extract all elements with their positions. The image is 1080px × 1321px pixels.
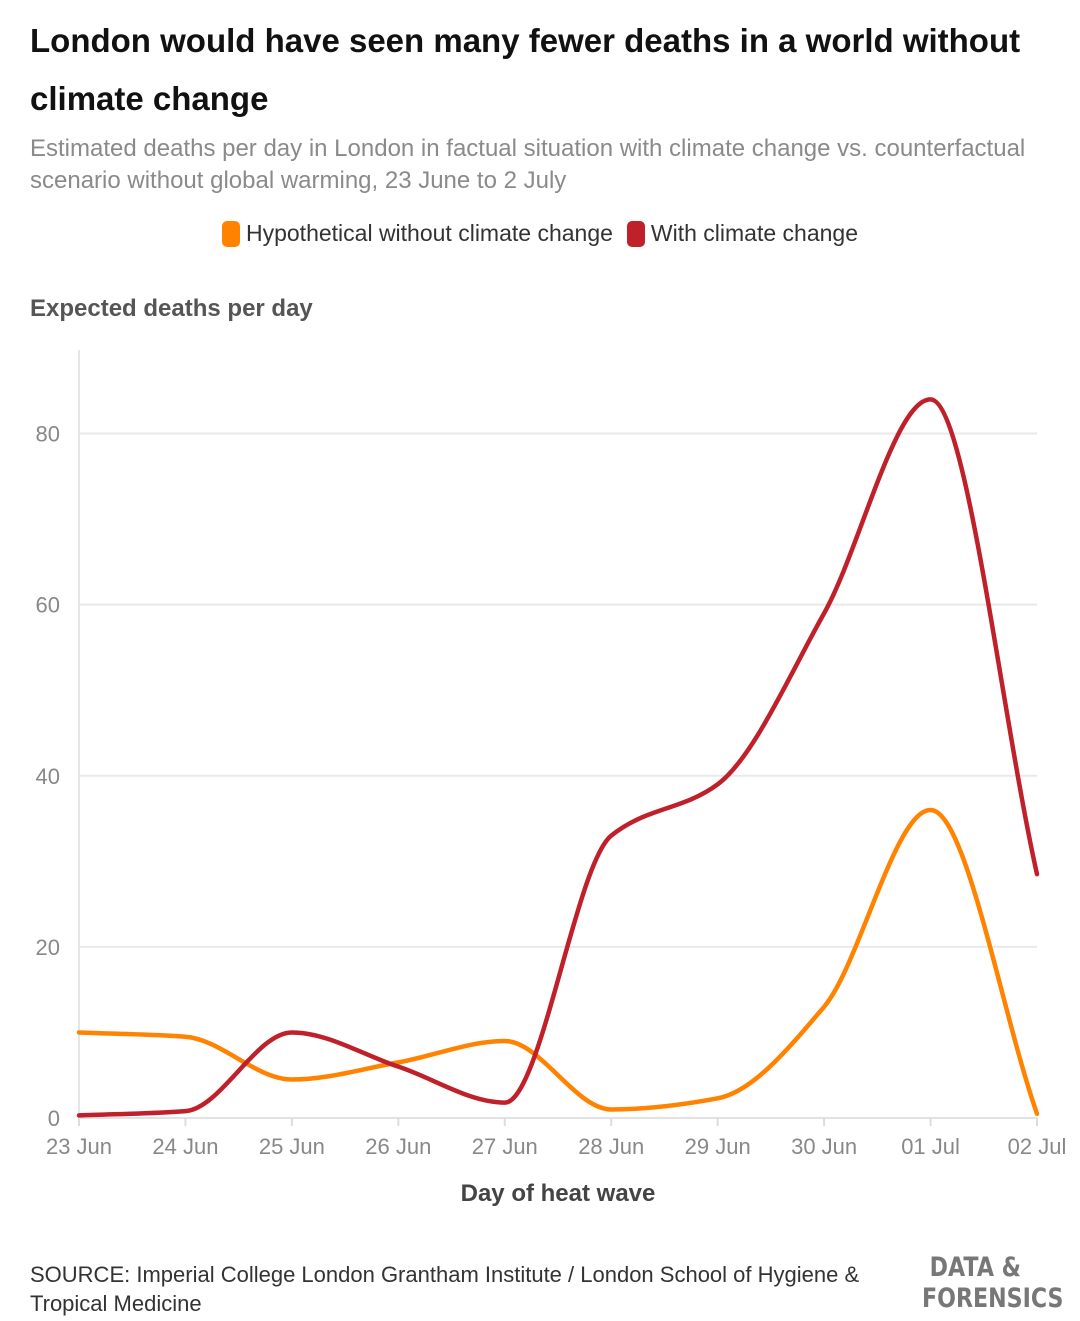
x-tick-label: 23 Jun bbox=[46, 1134, 112, 1159]
chart-title: London would have seen many fewer deaths… bbox=[30, 22, 1021, 117]
y-tick-label: 80 bbox=[36, 422, 60, 447]
x-tick-label: 26 Jun bbox=[365, 1134, 431, 1159]
logo-line-1: DATA & bbox=[929, 1252, 1021, 1283]
legend-label-with-climate: With climate change bbox=[650, 220, 858, 246]
x-axis-label: Day of heat wave bbox=[460, 1180, 656, 1207]
x-tick-label: 25 Jun bbox=[259, 1134, 325, 1159]
legend-label-hypothetical: Hypothetical without climate change bbox=[245, 220, 613, 246]
legend-swatch-with-climate bbox=[626, 220, 645, 247]
source-note: SOURCE: Imperial College London Grantham… bbox=[30, 1262, 860, 1316]
y-tick-label: 20 bbox=[36, 935, 60, 960]
x-tick-label: 24 Jun bbox=[152, 1134, 218, 1159]
chart-subtitle: Estimated deaths per day in London in fa… bbox=[30, 135, 1026, 194]
x-tick-label: 02 Jul bbox=[1008, 1134, 1067, 1159]
series-line-with-climate bbox=[76, 397, 1040, 1118]
x-tick-label: 28 Jun bbox=[578, 1134, 644, 1159]
x-tick-label: 29 Jun bbox=[685, 1134, 751, 1159]
y-tick-label: 40 bbox=[36, 764, 60, 789]
legend-swatch-hypothetical bbox=[221, 220, 240, 247]
y-tick-label: 0 bbox=[48, 1106, 60, 1131]
x-tick-label: 01 Jul bbox=[901, 1134, 960, 1159]
line-chart: 0 20 40 60 80 23 Jun 24 Jun 25 Jun 26 Jun 27 Jun 2… bbox=[36, 350, 1067, 1159]
series-line-hypothetical bbox=[76, 807, 1040, 1116]
legend-item-with-climate[interactable]: With climate change bbox=[626, 220, 858, 247]
x-tick-label: 27 Jun bbox=[472, 1134, 538, 1159]
logo-line-2: FORENSICS bbox=[922, 1283, 1064, 1314]
data-forensics-logo: DATA & FORENSICS bbox=[922, 1252, 1064, 1314]
y-axis-label: Expected deaths per day bbox=[30, 295, 313, 322]
legend-item-hypothetical[interactable]: Hypothetical without climate change bbox=[221, 220, 613, 247]
x-tick-label: 30 Jun bbox=[791, 1134, 857, 1159]
y-tick-label: 60 bbox=[36, 593, 60, 618]
legend: Hypothetical without climate change With… bbox=[0, 220, 1080, 247]
